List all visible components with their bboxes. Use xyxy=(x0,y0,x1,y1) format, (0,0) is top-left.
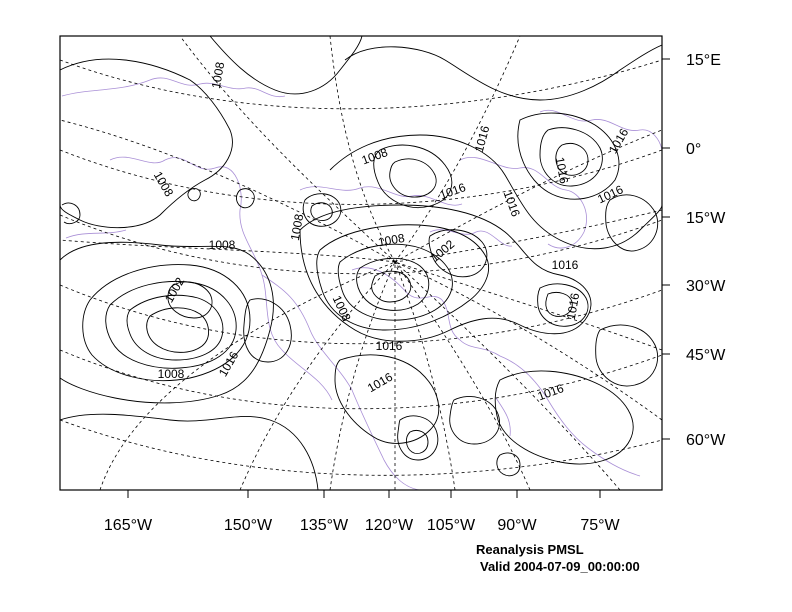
isobar-contour xyxy=(517,112,620,200)
right-axis-label: 15°W xyxy=(686,210,726,227)
isobar-contour xyxy=(329,134,662,250)
isobar-contour xyxy=(167,281,213,319)
right-axis: 15°E 0° 15°W 30°W 45°W 60°W xyxy=(662,52,726,449)
isobar-contour xyxy=(397,415,439,461)
longitude-line xyxy=(329,261,396,490)
right-axis-label: 0° xyxy=(686,141,701,158)
isobar-contour xyxy=(494,370,634,465)
coastline-hudson xyxy=(351,267,501,357)
bottom-axis-label: 165°W xyxy=(104,517,153,534)
bottom-axis-label: 105°W xyxy=(427,517,476,534)
bottom-axis-label: 75°W xyxy=(580,517,620,534)
isobar-contour xyxy=(334,354,440,444)
isobar-contour xyxy=(337,243,453,321)
isobar-contour xyxy=(449,396,500,445)
isobar-contour xyxy=(555,143,589,176)
isobar-contour xyxy=(496,452,521,477)
isobar-contour xyxy=(302,193,342,227)
isobar-contour xyxy=(595,324,659,387)
longitude-line xyxy=(329,36,396,263)
isobar-contour xyxy=(405,430,429,454)
bottom-axis-label: 135°W xyxy=(300,517,349,534)
contour-label: 1016 xyxy=(553,156,571,185)
contour-label: 1008 xyxy=(158,367,185,381)
contour-label: 1008 xyxy=(209,61,227,90)
longitude-line xyxy=(394,261,531,490)
bottom-axis: 165°W 150°W 135°W 120°W 105°W 90°W 75°W xyxy=(104,490,621,534)
isobar-contour xyxy=(316,224,490,331)
latitude-line xyxy=(60,214,662,275)
footer-title: Reanalysis PMSL xyxy=(476,542,584,557)
contour-label: 1008 xyxy=(209,238,236,252)
contour-label: 1016 xyxy=(552,258,579,272)
isobar-contour xyxy=(310,202,333,221)
contour-label: 1016 xyxy=(564,292,582,321)
longitude-line xyxy=(394,261,456,490)
isobar-contour xyxy=(356,257,430,311)
map-frame xyxy=(59,35,663,491)
isobar-contour xyxy=(539,127,603,187)
coastline-west-na xyxy=(261,274,421,490)
longitude-line xyxy=(239,261,396,490)
coastline-aleutians xyxy=(65,229,127,239)
right-axis-label: 45°W xyxy=(686,347,726,364)
isobar-contour xyxy=(428,229,488,278)
isobar-contour xyxy=(146,307,209,353)
coastline-europe xyxy=(539,109,662,151)
latitude-line xyxy=(60,284,662,345)
coastline-alaska xyxy=(109,156,333,401)
isobar-contours xyxy=(60,36,662,490)
isobar-contour xyxy=(371,270,412,303)
isobar-contour xyxy=(236,188,255,209)
contour-label: 1008 xyxy=(288,213,306,242)
footer-valid-time: Valid 2004-07-09_00:00:00 xyxy=(480,559,640,574)
bottom-axis-label: 120°W xyxy=(365,517,414,534)
right-axis-label: 15°E xyxy=(686,52,721,69)
latitude-line xyxy=(60,149,662,205)
latitude-line xyxy=(60,419,662,476)
isobar-contour xyxy=(299,204,592,342)
coastline-greenland xyxy=(459,157,587,249)
isobar-contour xyxy=(82,264,251,381)
isobar-contour xyxy=(243,298,292,363)
bottom-axis-label: 150°W xyxy=(224,517,273,534)
isobar-contour xyxy=(187,187,201,202)
longitude-line xyxy=(179,36,396,263)
latitude-line xyxy=(60,59,662,110)
bottom-axis-label: 90°W xyxy=(497,517,537,534)
isobar-contour xyxy=(344,44,662,101)
longitude-line xyxy=(60,119,396,263)
isobar-contour xyxy=(60,241,274,404)
coastline-florida xyxy=(495,397,511,437)
map-background xyxy=(60,36,662,490)
longitude-line xyxy=(394,261,662,351)
longitude-line xyxy=(60,239,396,263)
longitude-line xyxy=(394,129,662,263)
contour-label: 1016 xyxy=(472,124,493,154)
right-axis-label: 30°W xyxy=(686,278,726,295)
isobar-contour xyxy=(537,283,589,327)
right-axis-label: 60°W xyxy=(686,432,726,449)
isobar-contour xyxy=(209,36,363,95)
isobar-contour xyxy=(105,280,237,369)
contour-label: 1016 xyxy=(376,339,403,353)
isobar-contour xyxy=(126,294,224,361)
isobar-contour xyxy=(545,291,573,317)
isobar-contour xyxy=(61,202,81,225)
isobar-contour xyxy=(389,158,437,198)
contour-label: 1008 xyxy=(377,231,406,249)
isobar-contour xyxy=(605,194,659,252)
longitude-line xyxy=(394,261,662,421)
isobar-contour xyxy=(60,413,319,490)
coastline-north-asia xyxy=(61,77,286,98)
isobar-contour xyxy=(60,58,233,229)
